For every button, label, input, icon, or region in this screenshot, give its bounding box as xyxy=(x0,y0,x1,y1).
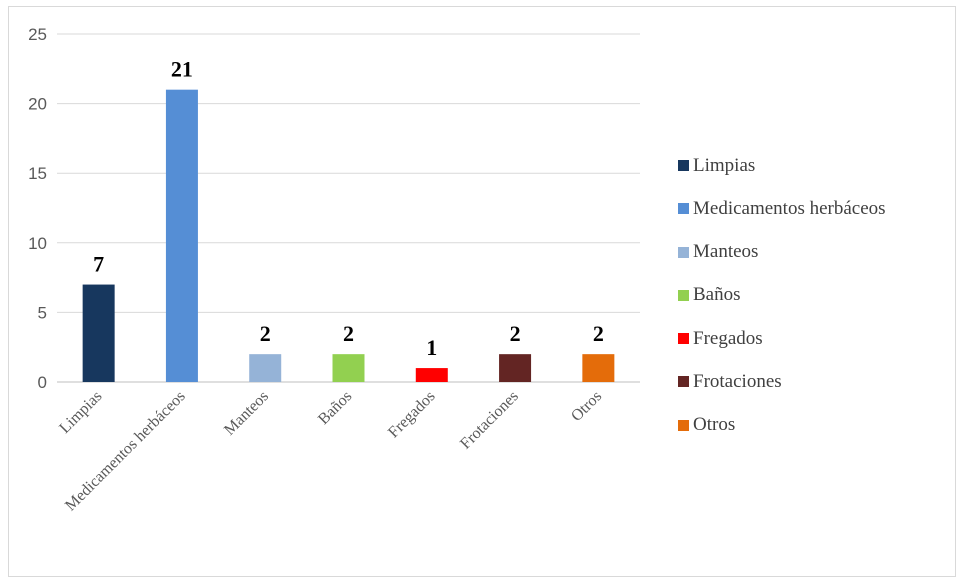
legend-swatch-4 xyxy=(678,333,689,345)
bar-1 xyxy=(165,89,198,383)
data-label-1: 21 xyxy=(171,57,193,82)
chart-legend: Limpias Medicamentos herbáceos Manteos Baño… xyxy=(678,155,886,458)
data-label-6: 2 xyxy=(593,321,604,346)
legend-swatch-1 xyxy=(678,203,689,215)
data-label-3: 2 xyxy=(343,321,354,346)
y-tick-label-0: 0 xyxy=(38,373,47,392)
legend-item-2: Manteos xyxy=(678,241,886,263)
x-tick-label-5: Frotaciones xyxy=(457,388,522,453)
bar-0 xyxy=(82,284,115,382)
bar-5 xyxy=(499,354,532,382)
legend-swatch-6 xyxy=(678,419,689,431)
legend-label-4: Fregados xyxy=(693,327,763,349)
legend-label-6: Otros xyxy=(693,414,736,436)
y-tick-label-10: 10 xyxy=(28,234,47,253)
bar-4 xyxy=(415,368,448,382)
y-tick-label-5: 5 xyxy=(38,303,47,322)
legend-swatch-3 xyxy=(678,289,689,301)
bar-3 xyxy=(332,354,365,382)
legend-item-4: Fregados xyxy=(678,328,886,349)
legend-item-0: Limpias xyxy=(678,155,886,176)
y-tick-label-25: 25 xyxy=(28,25,47,44)
data-label-2: 2 xyxy=(260,321,271,346)
y-tick-label-20: 20 xyxy=(28,95,47,114)
legend-swatch-5 xyxy=(678,376,689,388)
data-label-5: 2 xyxy=(510,321,521,346)
legend-swatch-0 xyxy=(678,160,689,171)
x-tick-label-3: Baños xyxy=(315,388,355,428)
data-label-4: 1 xyxy=(426,335,437,360)
legend-item-1: Medicamentos herbáceos xyxy=(678,198,886,219)
legend-item-5: Frotaciones xyxy=(678,371,886,392)
bar-2 xyxy=(249,354,282,382)
legend-label-3: Baños xyxy=(693,284,741,306)
y-tick-label-15: 15 xyxy=(28,164,47,183)
x-tick-label-2: Manteos xyxy=(221,388,272,439)
data-label-0: 7 xyxy=(93,252,104,277)
legend-label-2: Manteos xyxy=(693,241,759,263)
legend-item-6: Otros xyxy=(678,414,886,436)
legend-label-5: Frotaciones xyxy=(693,370,782,392)
x-tick-label-6: Otros xyxy=(568,388,605,425)
legend-label-1: Medicamentos herbáceos xyxy=(693,197,886,219)
legend-label-0: Limpias xyxy=(693,154,756,176)
bar-6 xyxy=(582,354,615,382)
legend-item-3: Baños xyxy=(678,284,886,306)
legend-swatch-2 xyxy=(678,246,689,258)
x-tick-label-0: Limpias xyxy=(56,388,105,437)
x-tick-label-4: Fregados xyxy=(385,388,438,441)
